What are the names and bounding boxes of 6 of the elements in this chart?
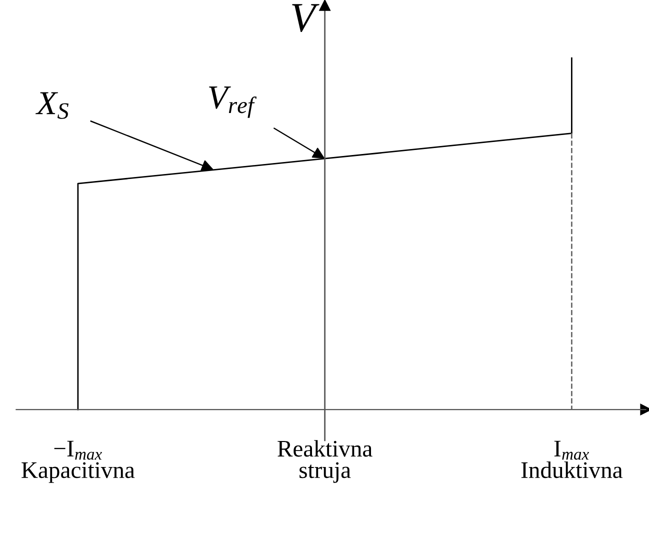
x-tick-label: −I$_{max}$ Kapacitivna: [22, 440, 135, 483]
annotation: X$_{S}$: [35, 92, 69, 119]
y-axis-title: V: [292, 4, 320, 32]
x-tick-label: Reaktivna struja: [278, 440, 372, 483]
annotation: V$_{ref}$: [209, 86, 257, 118]
x-tick-label: I$_{max}$ Induktivna: [521, 440, 623, 478]
